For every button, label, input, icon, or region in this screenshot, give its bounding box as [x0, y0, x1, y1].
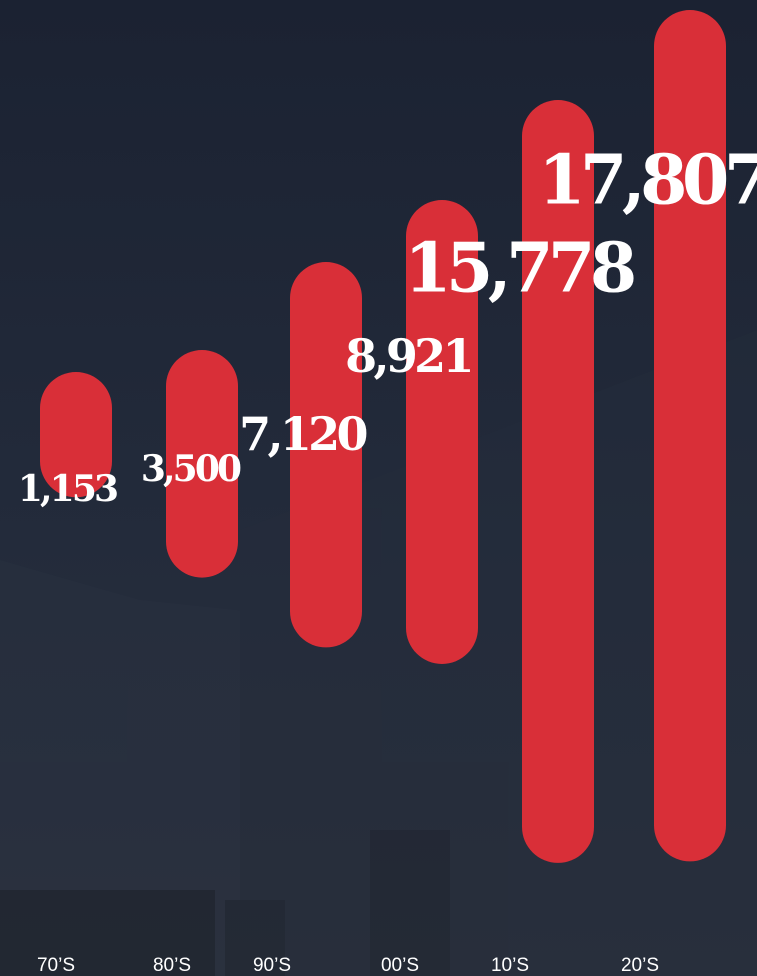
- x-tick-label: 70’S: [37, 955, 75, 976]
- chart: 1,153 70’S 3,500 80’S 7,120 90’S 8,921 00’S 15,7…: [0, 0, 757, 976]
- x-tick-label: 10’S: [491, 955, 529, 976]
- value-label: 15,778: [404, 229, 634, 309]
- value-label: 3,500: [141, 448, 241, 490]
- page: 1,153 70’S 3,500 80’S 7,120 90’S 8,921 00’S 15,7…: [0, 0, 757, 976]
- value-label: 17,807: [538, 141, 757, 221]
- bar: [654, 10, 726, 861]
- x-tick-label: 90’S: [253, 955, 291, 976]
- x-tick-label: 00’S: [381, 955, 419, 976]
- x-tick-label: 20’S: [621, 955, 659, 976]
- x-tick-label: 80’S: [153, 955, 191, 976]
- value-label: 8,921: [345, 329, 471, 383]
- value-label: 1,153: [18, 468, 117, 510]
- value-label: 7,120: [239, 407, 366, 461]
